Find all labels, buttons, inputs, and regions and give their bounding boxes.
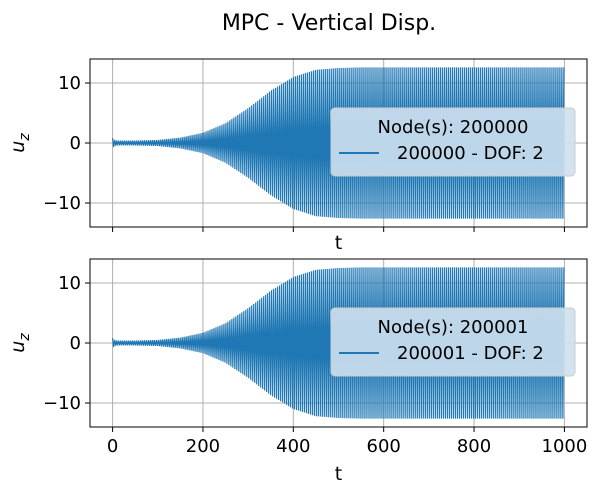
y-axis-label: uz xyxy=(7,133,33,153)
figure-title: MPC - Vertical Disp. xyxy=(222,11,436,36)
x-tick-label: 0 xyxy=(107,436,118,457)
y-tick-label: −10 xyxy=(43,193,81,214)
subplot-top: −10 0 10 t uz Node(s): 200000 200000 - DOF: 2 xyxy=(7,58,588,254)
x-tick-label: 400 xyxy=(276,436,310,457)
legend-title: Node(s): 200000 xyxy=(378,117,529,138)
y-axis-label: uz xyxy=(7,333,33,353)
legend: Node(s): 200000 200000 - DOF: 2 xyxy=(330,107,576,177)
x-tick-label: 1000 xyxy=(542,436,588,457)
legend-box xyxy=(330,307,576,377)
y-tick-label: 0 xyxy=(70,333,81,354)
x-tick-label: 600 xyxy=(367,436,401,457)
y-tick-label: 0 xyxy=(70,133,81,154)
x-axis-label: t xyxy=(335,232,342,254)
y-tick-label: 10 xyxy=(58,273,81,294)
legend-entry-label: 200001 - DOF: 2 xyxy=(397,343,544,364)
x-tick-label: 800 xyxy=(457,436,491,457)
y-tick-label: 10 xyxy=(58,73,81,94)
legend-entry-label: 200000 - DOF: 2 xyxy=(397,143,544,164)
legend: Node(s): 200001 200001 - DOF: 2 xyxy=(330,307,576,377)
legend-title: Node(s): 200001 xyxy=(378,317,529,338)
legend-box xyxy=(330,107,576,177)
x-tick-label: 200 xyxy=(186,436,220,457)
subplot-bottom: 0 200 400 600 800 1000 −10 0 10 t uz Node(s): 20000… xyxy=(7,258,588,485)
y-tick-label: −10 xyxy=(43,393,81,414)
x-axis-label: t xyxy=(335,463,342,485)
